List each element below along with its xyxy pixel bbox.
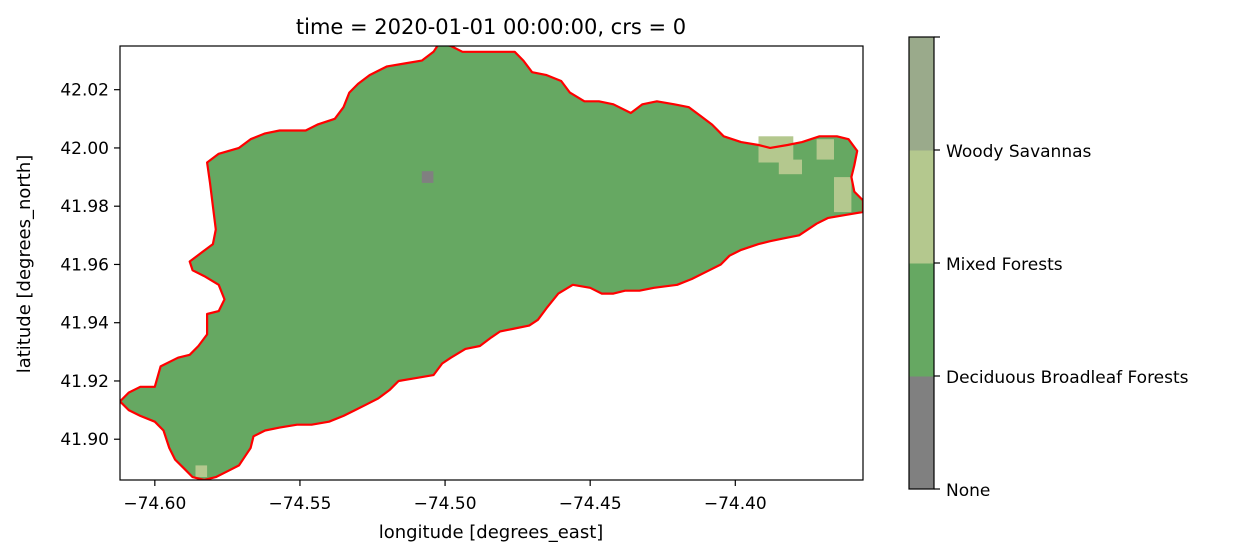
- colorbar-tick-label: Mixed Forests: [946, 255, 1063, 275]
- colorbar-tick-label: Deciduous Broadleaf Forests: [946, 368, 1189, 388]
- colorbar: None Deciduous Broadleaf Forests Mixed For…: [908, 36, 1189, 501]
- landcover-patch: [421, 171, 434, 183]
- landcover-patch: [758, 136, 794, 163]
- x-tick-label: −74.45: [559, 494, 622, 514]
- colorbar-segment: [909, 150, 934, 264]
- y-tick-label: 41.90: [60, 430, 109, 450]
- colorbar-segment: [909, 376, 934, 490]
- x-tick-label: −74.50: [414, 494, 477, 514]
- plot-area: [119, 45, 864, 481]
- colorbar-segments: [909, 37, 934, 490]
- x-axis-ticks: −74.60 −74.55 −74.50 −74.45 −74.40: [123, 480, 767, 514]
- x-axis-label: longitude [degrees_east]: [379, 522, 604, 543]
- landcover-patch: [834, 177, 852, 213]
- y-tick-label: 42.00: [60, 139, 109, 159]
- x-tick-label: −74.40: [704, 494, 767, 514]
- y-tick-label: 41.94: [60, 314, 109, 334]
- y-axis-ticks: 41.90 41.92 41.94 41.96 41.98 42.00 42.02: [60, 81, 120, 450]
- chart-title: time = 2020-01-01 00:00:00, crs = 0: [296, 15, 686, 39]
- colorbar-ticks: None Deciduous Broadleaf Forests Mixed For…: [934, 36, 1189, 501]
- y-tick-label: 41.98: [60, 197, 109, 217]
- colorbar-segment: [909, 37, 934, 151]
- landcover-patch: [195, 465, 208, 478]
- x-tick-label: −74.60: [123, 494, 186, 514]
- y-tick-label: 41.96: [60, 255, 109, 275]
- colorbar-segment: [909, 263, 934, 377]
- landcover-patch: [778, 159, 802, 175]
- colorbar-tick-label: Woody Savannas: [946, 142, 1092, 162]
- plot-frame: [119, 45, 864, 481]
- y-tick-label: 42.02: [60, 81, 109, 101]
- colorbar-tick-label: None: [946, 481, 990, 501]
- y-axis-label: latitude [degrees_north]: [14, 155, 35, 374]
- landcover-patch: [816, 139, 834, 160]
- watershed-boundary-line: [120, 46, 863, 480]
- landcover-fill-region: [120, 46, 863, 480]
- y-tick-label: 41.92: [60, 372, 109, 392]
- landcover-patches: [195, 136, 852, 478]
- x-tick-label: −74.55: [268, 494, 331, 514]
